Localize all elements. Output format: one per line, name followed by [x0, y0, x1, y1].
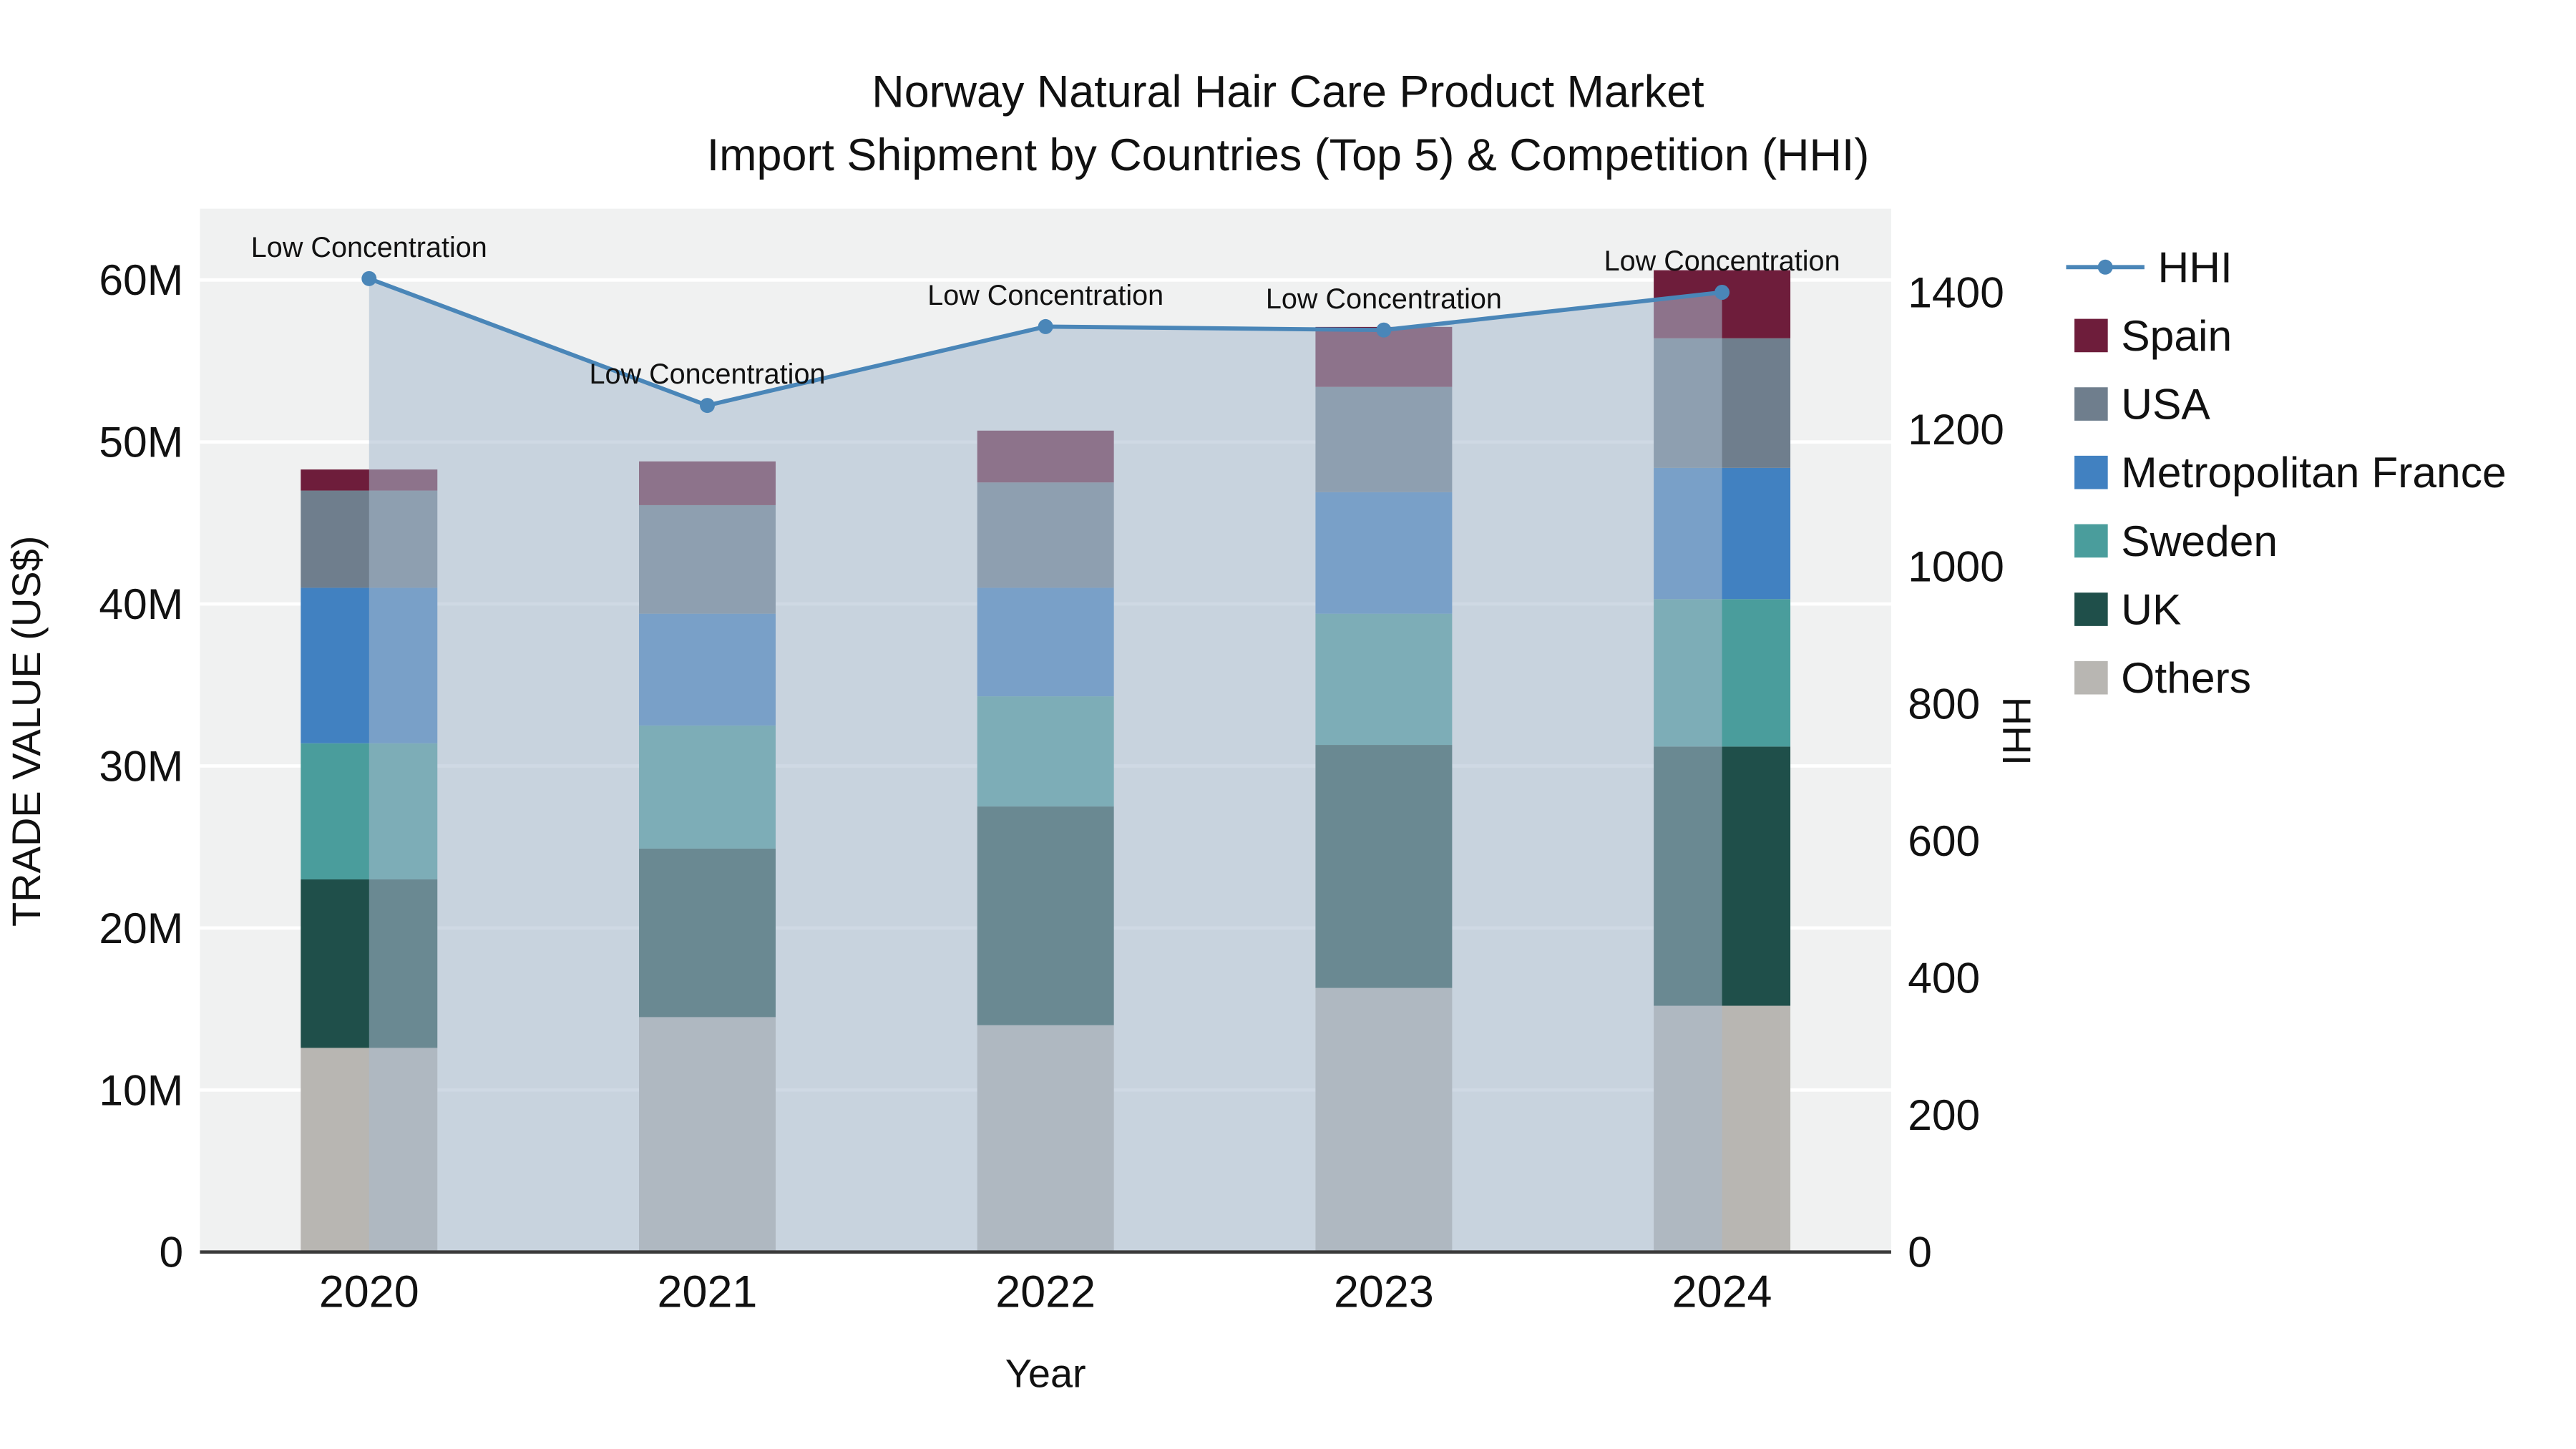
x-tick-label-2023: 2023	[1334, 1267, 1434, 1317]
left-tick-label: 0	[159, 1228, 183, 1277]
hhi-marker-2022	[1038, 318, 1053, 334]
right-tick-label: 400	[1908, 953, 1980, 1002]
legend-item-hhi[interactable]: HHI	[2066, 243, 2233, 291]
legend-color-swatch	[2074, 387, 2108, 421]
left-tick-label: 40M	[99, 580, 183, 628]
legend-label: UK	[2121, 585, 2181, 633]
chart-title: Norway Natural Hair Care Product Market	[872, 67, 1704, 117]
x-tick-label-2024: 2024	[1672, 1267, 1772, 1317]
hhi-marker-2020	[361, 270, 377, 286]
y-axis-title-right: HHI	[1994, 697, 2039, 766]
left-tick-label: 10M	[99, 1065, 183, 1114]
right-tick-label: 600	[1908, 816, 1980, 865]
x-tick-label-2020: 2020	[319, 1267, 419, 1317]
left-tick-label: 20M	[99, 904, 183, 952]
right-tick-label: 1000	[1908, 542, 2004, 591]
legend-label: Metropolitan France	[2121, 448, 2506, 497]
legend-color-swatch	[2074, 455, 2108, 489]
right-tick-label: 800	[1908, 679, 1980, 728]
right-tick-label: 200	[1908, 1091, 1980, 1139]
legend-hhi-marker	[2097, 259, 2113, 275]
legend-color-swatch	[2074, 592, 2108, 626]
right-tick-label: 1400	[1908, 268, 2004, 316]
legend-item-metropolitan-france[interactable]: Metropolitan France	[2074, 448, 2507, 497]
right-tick-label: 0	[1908, 1228, 1932, 1277]
legend-item-sweden[interactable]: Sweden	[2074, 517, 2278, 565]
left-tick-label: 50M	[99, 418, 183, 467]
annotation-low-concentration-2024: Low Concentration	[1604, 245, 1840, 277]
legend-color-swatch	[2074, 660, 2108, 695]
annotation-low-concentration-2020: Low Concentration	[251, 232, 487, 263]
annotation-low-concentration-2021: Low Concentration	[590, 358, 826, 390]
left-tick-label: 30M	[99, 741, 183, 790]
legend-label: Others	[2121, 653, 2251, 702]
legend-label: HHI	[2158, 243, 2233, 291]
legend-item-spain[interactable]: Spain	[2074, 311, 2232, 360]
hhi-marker-2021	[700, 398, 715, 414]
legend-color-swatch	[2074, 524, 2108, 558]
chart-subtitle: Import Shipment by Countries (Top 5) & C…	[707, 130, 1870, 180]
legend-label: Spain	[2121, 311, 2232, 360]
x-tick-label-2021: 2021	[658, 1267, 758, 1317]
legend-item-uk[interactable]: UK	[2074, 585, 2181, 634]
legend-item-usa[interactable]: USA	[2074, 380, 2210, 429]
y-axis-title-left: TRADE VALUE (US$)	[4, 536, 49, 927]
hhi-marker-2023	[1376, 322, 1392, 338]
left-tick-label: 60M	[99, 255, 183, 304]
x-axis-title: Year	[1005, 1351, 1086, 1396]
hhi-marker-2024	[1714, 284, 1730, 300]
annotation-low-concentration-2022: Low Concentration	[927, 280, 1163, 311]
annotation-low-concentration-2023: Low Concentration	[1266, 283, 1502, 315]
hhi-area-fill	[369, 278, 1722, 1252]
legend-label: Sweden	[2121, 517, 2278, 565]
x-tick-label-2022: 2022	[995, 1267, 1096, 1317]
legend-item-others[interactable]: Others	[2074, 653, 2251, 702]
legend-color-swatch	[2074, 318, 2108, 353]
legend-label: USA	[2121, 380, 2210, 429]
right-tick-label: 1200	[1908, 405, 2004, 454]
